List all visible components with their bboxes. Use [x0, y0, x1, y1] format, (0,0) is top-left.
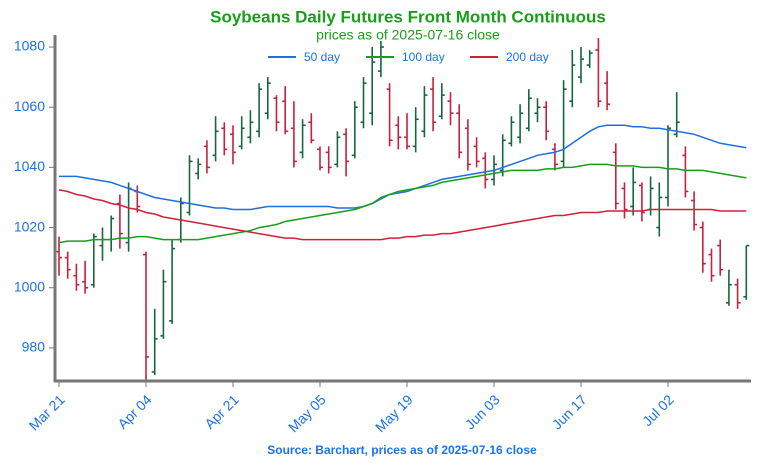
legend-label: 200 day — [506, 50, 549, 64]
x-tick-label: Jun 03 — [462, 391, 503, 432]
source-note: Source: Barchart, prices as of 2025-07-1… — [267, 443, 537, 457]
moving-average-line — [58, 163, 747, 244]
chart-subtitle: prices as of 2025-07-16 close — [316, 27, 500, 43]
x-tick-label: Jun 17 — [549, 391, 590, 432]
x-tick-label: Jul 02 — [639, 391, 677, 429]
legend-label: 100 day — [402, 50, 445, 64]
y-tick-label: 1020 — [14, 218, 45, 234]
x-tick-label: Apr 21 — [201, 391, 242, 432]
y-tick-label: 1000 — [14, 278, 45, 294]
moving-average-line — [59, 124, 747, 211]
moving-average-line — [58, 189, 747, 241]
y-tick-label: 980 — [22, 339, 46, 355]
x-tick-label: May 05 — [285, 391, 329, 435]
chart-title: Soybeans Daily Futures Front Month Conti… — [210, 7, 606, 26]
y-tick-label: 1080 — [14, 38, 45, 54]
y-tick-label: 1040 — [14, 158, 45, 174]
plot-area — [49, 38, 750, 381]
x-tick-label: May 19 — [372, 391, 416, 435]
legend-label: 50 day — [304, 50, 340, 64]
x-tick-label: Mar 21 — [26, 391, 68, 433]
x-tick-label: Apr 04 — [114, 391, 155, 432]
y-tick-label: 1060 — [14, 98, 45, 114]
